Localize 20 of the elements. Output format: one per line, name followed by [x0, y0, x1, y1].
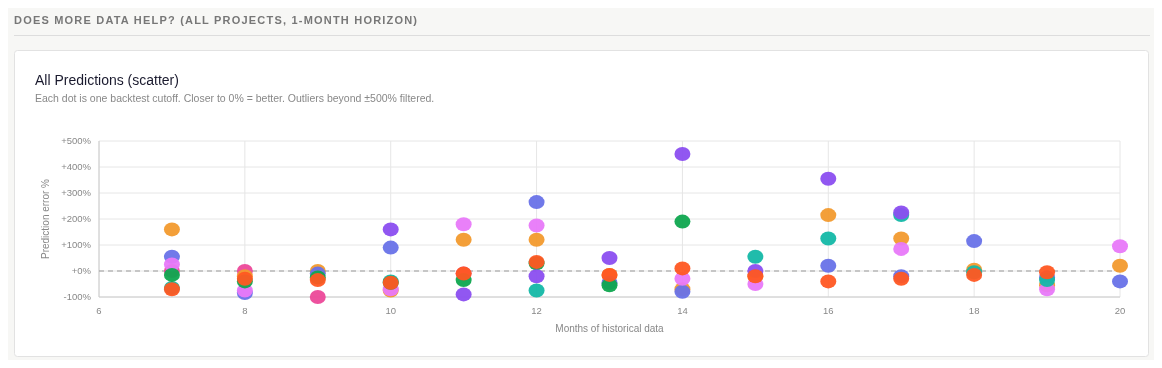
chart-title: DOES MORE DATA HELP? (ALL PROJECTS, 1-MONTH HORIZON) — [14, 14, 419, 26]
text: Each dot is one backtest cutoff. Closer to 0% = better. Outliers beyond ±500% filtered. — [35, 92, 435, 104]
y-tick-label: +0% — [71, 265, 92, 277]
y-tick-label: +100% — [61, 239, 92, 251]
x-tick-label: 12 — [531, 305, 542, 316]
x-tick-label: 10 — [385, 305, 396, 316]
y-tick-label: +400% — [61, 161, 92, 173]
x-tick-label: 6 — [96, 305, 102, 316]
x-tick-label: 14 — [677, 305, 688, 316]
y-axis-title: Prediction error % — [40, 178, 51, 260]
chart-subtitle: All Predictions (scatter) — [35, 72, 179, 88]
x-tick-label: 18 — [968, 305, 980, 316]
y-tick-label: +300% — [61, 187, 92, 199]
x-tick-label: 20 — [1114, 305, 1126, 316]
y-tick-label: -100% — [63, 291, 92, 303]
x-tick-label: 16 — [823, 305, 834, 316]
x-axis-title: Months of historical data — [555, 323, 665, 334]
x-tick-label: 8 — [242, 305, 248, 316]
y-tick-label: +200% — [61, 213, 92, 225]
y-tick-label: +500% — [61, 135, 92, 147]
